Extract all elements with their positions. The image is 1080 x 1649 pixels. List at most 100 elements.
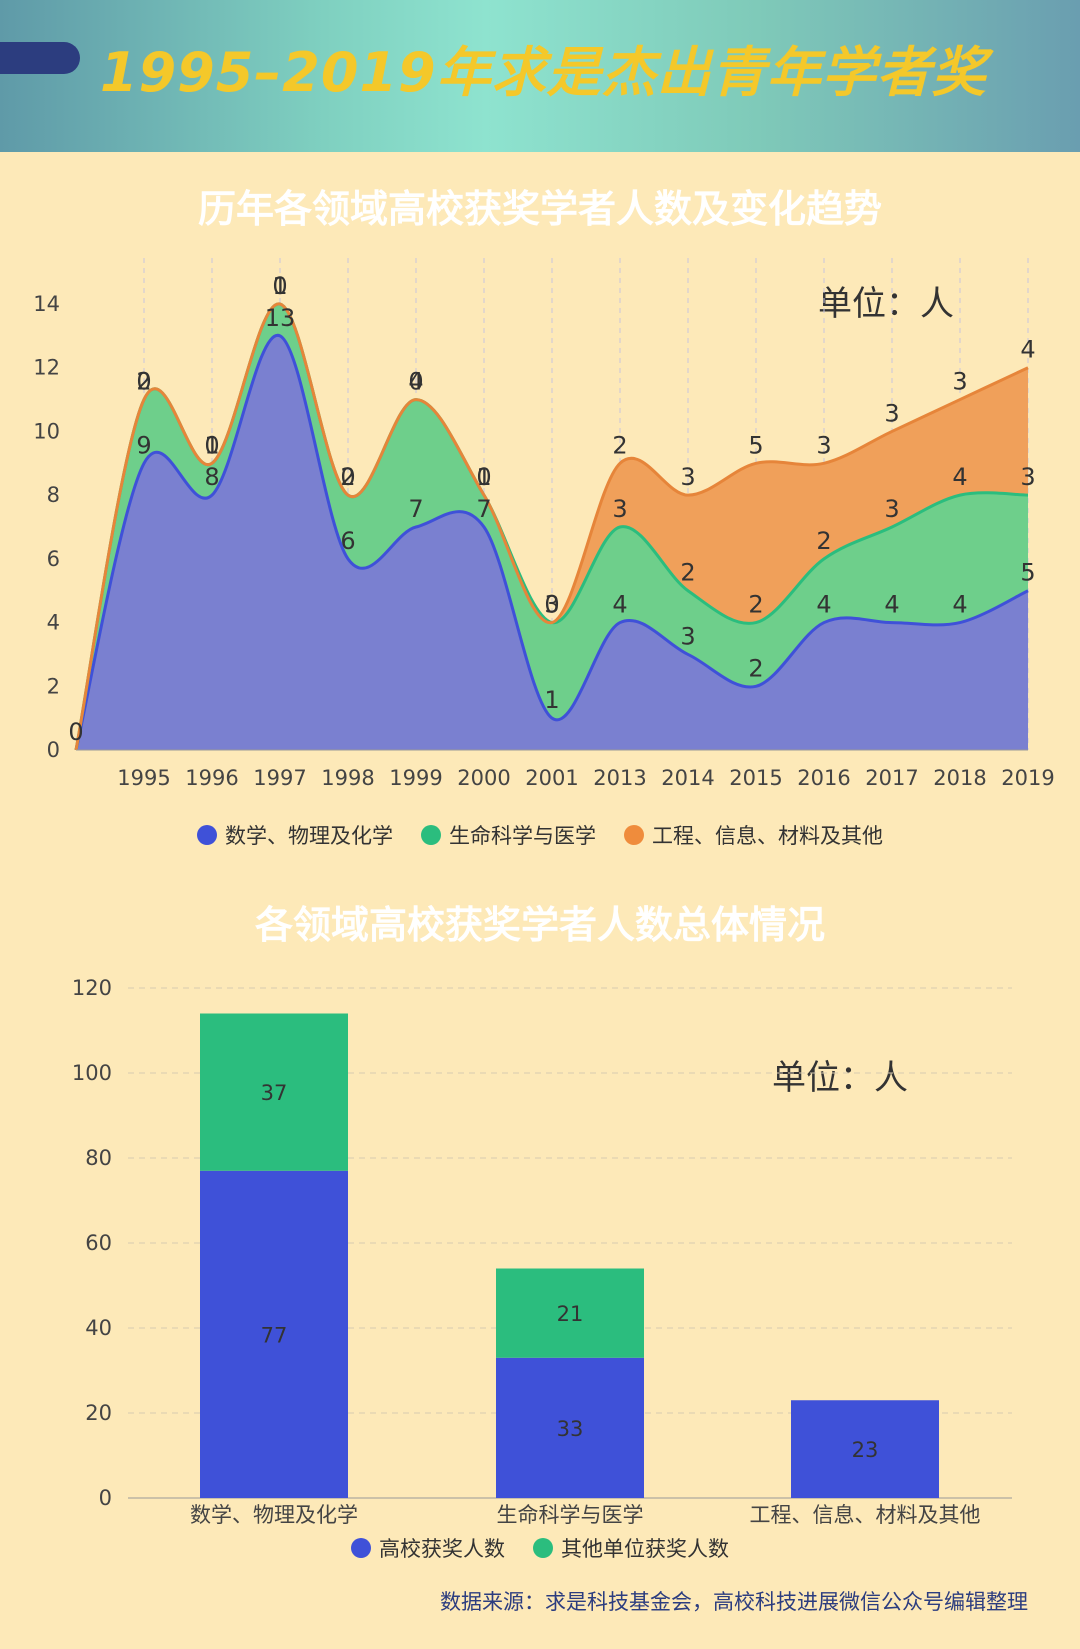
x-tick-label: 1995: [117, 766, 170, 790]
data-label: 1: [476, 463, 491, 491]
series-line: [74, 302, 1029, 751]
x-category-label: 工程、信息、材料及其他: [750, 1503, 981, 1527]
legend-item-eng[interactable]: 工程、信息、材料及其他: [624, 820, 883, 850]
header-banner: 1995–2019年求是杰出青年学者奖: [0, 0, 1080, 152]
x-tick-label: 2016: [797, 766, 850, 790]
bar-value-label: 23: [852, 1438, 879, 1462]
bar-value-label: 77: [261, 1323, 288, 1347]
data-label: 1: [544, 686, 559, 714]
data-label: 1: [204, 431, 219, 459]
data-label: 3: [612, 495, 627, 523]
legend-item-math[interactable]: 数学、物理及化学: [197, 820, 393, 850]
data-label: 4: [884, 591, 899, 619]
data-label: 5: [748, 431, 763, 459]
y-tick-label: 4: [47, 611, 60, 635]
bar-chart-title: 各领域高校获奖学者人数总体情况: [254, 903, 825, 947]
data-source: 数据来源：求是科技基金会，高校科技进展微信公众号编辑整理: [440, 1590, 1028, 1614]
y-tick-label: 20: [85, 1401, 112, 1425]
data-label: 2: [748, 654, 763, 682]
data-label: 2: [612, 431, 627, 459]
x-tick-label: 2001: [525, 766, 578, 790]
data-label: 2: [680, 559, 695, 587]
x-tick-label: 1997: [253, 766, 306, 790]
data-label: 3: [680, 622, 695, 650]
bar-segment: [200, 1170, 348, 1498]
data-label: 2: [136, 368, 151, 396]
area-eng: [76, 303, 1028, 750]
legend-dot: [197, 825, 217, 845]
x-tick-label: 2013: [593, 766, 646, 790]
data-label: 6: [340, 527, 355, 555]
area-chart-unit: 单位：人: [818, 284, 954, 324]
x-tick-label: 1999: [389, 766, 442, 790]
data-label: 0: [68, 718, 83, 746]
data-label: 2: [816, 527, 831, 555]
bar-segment: [200, 1013, 348, 1171]
data-label: 0: [136, 368, 151, 396]
area-chart-title: 历年各领域高校获奖学者人数及变化趋势: [197, 187, 882, 231]
legend-dot: [624, 825, 644, 845]
y-tick-label: 14: [33, 292, 60, 316]
x-tick-label: 1996: [185, 766, 238, 790]
page-title: 1995–2019年求是杰出青年学者奖: [100, 41, 987, 104]
data-label: 0: [476, 463, 491, 491]
x-tick-label: 2019: [1001, 766, 1054, 790]
banner-accent: [0, 42, 80, 74]
bar-value-label: 37: [261, 1081, 288, 1105]
legend-item-university[interactable]: 高校获奖人数: [351, 1533, 505, 1563]
legend-item-life[interactable]: 生命科学与医学: [421, 820, 596, 850]
data-label: 13: [265, 304, 296, 332]
data-label: 0: [272, 272, 287, 300]
data-label: 8: [204, 463, 219, 491]
legend-label: 高校获奖人数: [379, 1537, 505, 1561]
bar-chart: 0 20 40 60 80 100 120 77 37 数学、物理及化学 33 21 生命科学与医学 23…: [72, 976, 1012, 1527]
data-label: 9: [136, 431, 151, 459]
data-label: 0: [408, 368, 423, 396]
x-category-label: 数学、物理及化学: [190, 1503, 358, 1527]
y-tick-label: 12: [33, 356, 60, 380]
data-label: 7: [408, 495, 423, 523]
data-label: 3: [1020, 463, 1035, 491]
y-tick-label: 0: [99, 1486, 112, 1510]
y-tick-label: 2: [47, 674, 60, 698]
area-life: [76, 303, 1028, 750]
data-label: 4: [816, 591, 831, 619]
data-label: 3: [680, 463, 695, 491]
legend-label: 生命科学与医学: [449, 824, 596, 848]
data-label: 3: [884, 495, 899, 523]
legend-label: 数学、物理及化学: [225, 824, 393, 848]
x-tick-label: 2018: [933, 766, 986, 790]
y-tick-label: 100: [72, 1061, 112, 1085]
area-math: [76, 335, 1028, 750]
data-label: 7: [476, 495, 491, 523]
x-tick-label: 2015: [729, 766, 782, 790]
data-label: 4: [612, 591, 627, 619]
data-label: 0: [544, 591, 559, 619]
data-label: 0: [204, 431, 219, 459]
data-label: 4: [952, 463, 967, 491]
y-tick-label: 10: [33, 419, 60, 443]
bar-chart-unit: 单位：人: [772, 1058, 908, 1098]
x-tick-label: 1998: [321, 766, 374, 790]
data-label: 4: [952, 591, 967, 619]
x-tick-label: 2014: [661, 766, 714, 790]
legend-dot: [351, 1538, 371, 1558]
y-tick-label: 60: [85, 1231, 112, 1255]
bar-segment: [791, 1400, 939, 1498]
x-tick-label: 2017: [865, 766, 918, 790]
legend-item-other[interactable]: 其他单位获奖人数: [533, 1533, 729, 1563]
bar-segment: [496, 1268, 644, 1358]
data-label: 4: [1020, 336, 1035, 364]
data-label: 3: [952, 368, 967, 396]
y-tick-label: 0: [47, 738, 60, 762]
x-category-label: 生命科学与医学: [497, 1503, 644, 1527]
y-tick-label: 120: [72, 976, 112, 1000]
data-label: 0: [340, 463, 355, 491]
data-label: 5: [1020, 559, 1035, 587]
series-line: [74, 334, 1029, 751]
y-tick-label: 8: [47, 483, 60, 507]
data-label: 3: [884, 399, 899, 427]
data-label: 3: [816, 431, 831, 459]
data-label: 3: [544, 591, 559, 619]
data-label: 2: [748, 591, 763, 619]
